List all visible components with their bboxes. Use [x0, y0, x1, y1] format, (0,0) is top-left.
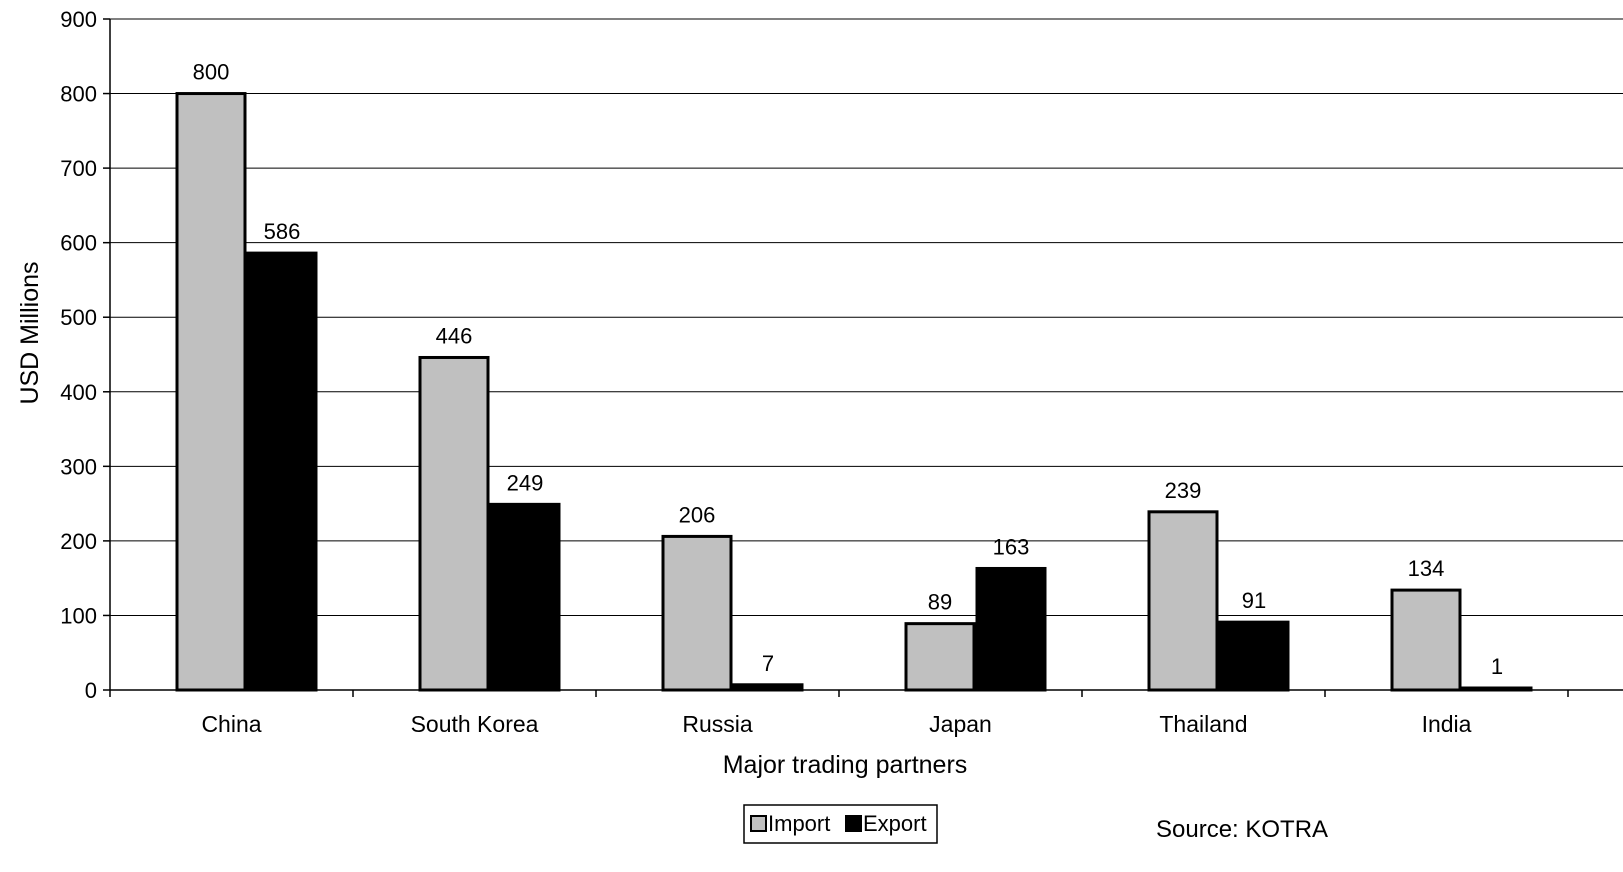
- legend: Import Export: [743, 804, 938, 844]
- bar-import-russia: [661, 534, 733, 692]
- data-labels: 800 586 446 249 206 7 89 163 239 91 134 1: [193, 60, 1503, 679]
- data-label: 249: [507, 470, 544, 495]
- bar-export-china: [246, 251, 318, 692]
- bars: [175, 92, 1533, 692]
- bar-import-india: [1390, 588, 1462, 692]
- legend-swatch-export: [845, 815, 862, 832]
- y-tick-label: 500: [60, 305, 97, 330]
- bar-import-thailand: [1147, 510, 1219, 692]
- bar-export-japan: [975, 566, 1047, 692]
- y-tick-label: 600: [60, 231, 97, 256]
- bar-import-china: [175, 92, 247, 692]
- y-tick-label: 400: [60, 380, 97, 405]
- data-label: 800: [193, 60, 230, 85]
- data-label: 586: [264, 219, 301, 244]
- bar-export-south-korea: [489, 502, 561, 692]
- x-tick-label: Thailand: [1159, 711, 1247, 737]
- data-label: 446: [436, 323, 473, 348]
- source-note: Source: KOTRA: [1156, 816, 1328, 843]
- data-label: 134: [1408, 556, 1445, 581]
- axes: [109, 19, 1623, 691]
- x-tick-labels: China South Korea Russia Japan Thailand India: [109, 690, 1569, 737]
- y-tick-label: 100: [60, 603, 97, 628]
- x-axis-title: Major trading partners: [723, 751, 968, 779]
- data-label: 7: [762, 651, 774, 676]
- legend-label-import: Import: [768, 811, 830, 836]
- y-axis-title: USD Millions: [16, 261, 44, 404]
- y-tick-label: 800: [60, 82, 97, 107]
- x-tick-label: India: [1422, 711, 1472, 737]
- data-label: 163: [993, 534, 1030, 559]
- legend-frame: [743, 804, 938, 844]
- data-label: 239: [1165, 478, 1202, 503]
- legend-swatch-import: [750, 815, 767, 832]
- x-tick-label: South Korea: [411, 711, 539, 737]
- grid-lines: [110, 18, 1623, 616]
- y-tick-labels: 0 100 200 300 400 500 600 700 800 900: [60, 7, 110, 703]
- x-tick-label: China: [201, 711, 261, 737]
- y-tick-label: 900: [60, 7, 97, 32]
- data-label: 1: [1491, 654, 1503, 679]
- y-tick-label: 200: [60, 529, 97, 554]
- bar-export-thailand: [1218, 620, 1290, 692]
- legend-label-export: Export: [863, 811, 927, 836]
- x-tick-label: Russia: [682, 711, 753, 737]
- bar-export-russia: [732, 683, 804, 692]
- bar-import-japan: [904, 622, 976, 692]
- y-tick-label: 0: [85, 678, 97, 703]
- bar-import-south-korea: [418, 355, 490, 692]
- data-label: 91: [1242, 588, 1266, 613]
- data-label: 89: [928, 590, 952, 615]
- y-tick-label: 700: [60, 156, 97, 181]
- y-tick-label: 300: [60, 454, 97, 479]
- data-label: 206: [679, 502, 716, 527]
- x-tick-label: Japan: [929, 711, 992, 737]
